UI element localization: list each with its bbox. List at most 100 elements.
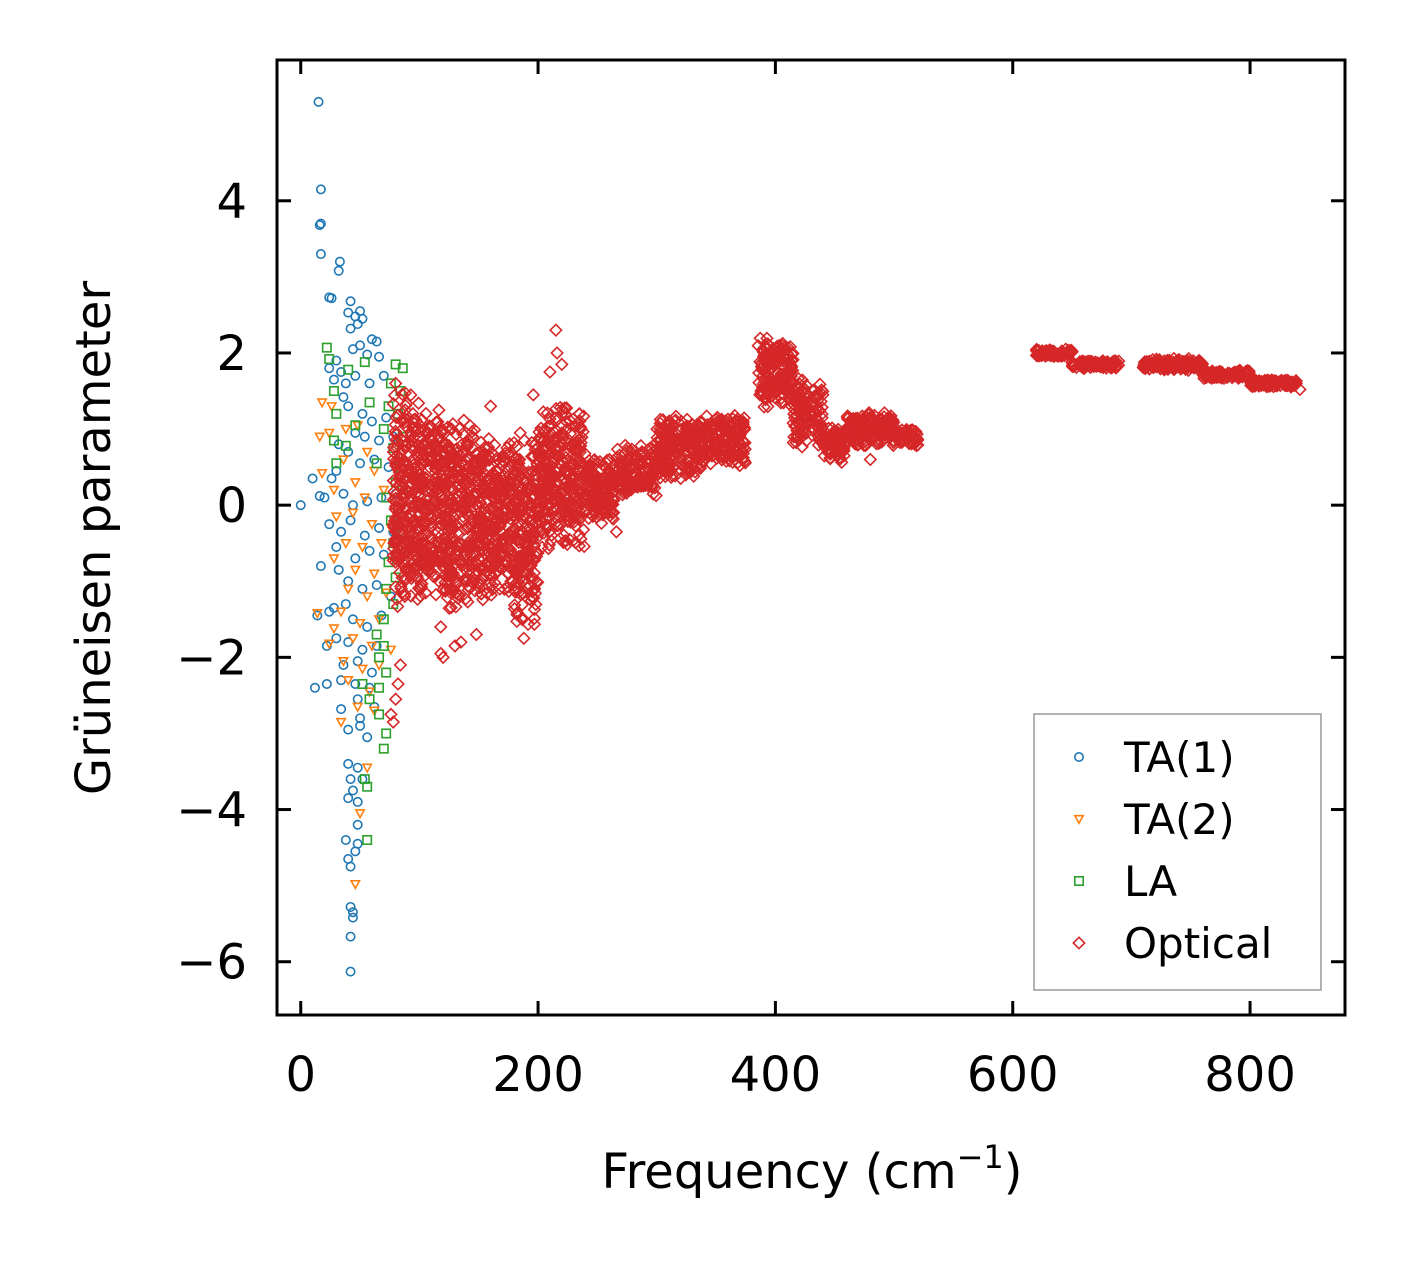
data-point-optical (496, 454, 511, 469)
data-point-ta-2- (349, 478, 361, 489)
data-point-optical (391, 677, 405, 691)
data-point-optical (432, 403, 446, 417)
data-point-la (364, 397, 375, 408)
data-point-optical (572, 539, 587, 553)
data-point-optical (436, 500, 451, 515)
data-point-optical (680, 453, 694, 468)
data-point-optical (1228, 365, 1243, 380)
data-point-optical (508, 563, 523, 578)
data-point-optical (1245, 379, 1260, 394)
data-point-optical (517, 631, 531, 646)
data-point-optical (488, 483, 503, 498)
data-point-optical (423, 507, 437, 522)
data-point-optical (401, 465, 416, 480)
data-point-optical (425, 484, 439, 499)
data-point-optical (387, 536, 401, 550)
data-point-optical (395, 387, 410, 402)
data-point-optical (601, 497, 615, 511)
data-point-la (374, 709, 385, 720)
data-point-optical (736, 435, 751, 450)
data-point-optical (582, 498, 597, 513)
x-tick-label: 200 (492, 1047, 584, 1103)
data-point-optical (736, 416, 750, 430)
data-point-optical (452, 588, 467, 603)
data-point-optical (389, 592, 404, 607)
data-point-optical (666, 443, 680, 457)
data-point-optical (535, 473, 550, 488)
data-point-optical (515, 482, 529, 497)
data-point-optical (393, 579, 408, 594)
data-point-optical (634, 475, 648, 490)
data-point-optical (557, 528, 571, 543)
data-point-optical (388, 692, 403, 707)
data-point-optical (774, 353, 788, 368)
data-point-optical (403, 388, 418, 402)
data-point-optical (770, 354, 784, 368)
data-point-optical (515, 548, 530, 563)
data-point-ta-1- (343, 793, 354, 804)
data-point-ta-1- (338, 392, 349, 403)
data-point-optical (1035, 344, 1050, 358)
data-point-optical (653, 470, 667, 485)
data-point-ta-1- (374, 351, 385, 362)
data-point-ta-1- (378, 370, 389, 381)
data-point-optical (670, 428, 685, 442)
data-point-optical (892, 427, 907, 442)
data-point-optical (597, 490, 612, 505)
data-point-ta-1- (345, 901, 356, 912)
data-point-optical (753, 331, 768, 346)
data-point-optical (1149, 359, 1164, 374)
data-point-ta-2- (359, 493, 371, 504)
data-point-optical (433, 646, 448, 661)
data-point-optical (792, 406, 807, 421)
data-point-optical (424, 449, 438, 464)
data-point-ta-2- (323, 639, 335, 650)
data-point-optical (414, 579, 428, 594)
data-point-optical (437, 479, 452, 493)
y-tick-label: 4 (216, 174, 247, 230)
data-point-optical (543, 489, 558, 504)
data-point-optical (410, 592, 425, 607)
data-point-optical (413, 582, 428, 596)
data-point-ta-1- (307, 473, 318, 484)
data-point-optical (513, 426, 528, 440)
data-point-optical (433, 620, 448, 634)
data-point-optical (448, 639, 462, 653)
data-point-ta-1- (315, 218, 326, 229)
data-point-optical (658, 431, 673, 446)
data-point-ta-1- (362, 621, 373, 632)
axis-ticks: 0 200 400 600 800 −6 −4 −2 0 2 4 (176, 60, 1345, 1103)
data-point-optical (404, 589, 418, 603)
data-point-optical (509, 533, 524, 548)
data-point-optical (751, 338, 766, 353)
data-point-ta-2- (337, 656, 350, 668)
data-point-optical (873, 412, 887, 427)
data-point-ta-1- (312, 610, 323, 621)
data-point-optical (562, 532, 577, 547)
data-point-optical (458, 496, 472, 510)
data-point-optical (579, 496, 594, 511)
data-point-optical (474, 586, 489, 601)
data-point-optical (399, 572, 414, 587)
y-axis-title: Grüneisen parameter (66, 281, 122, 796)
data-point-optical (1149, 352, 1164, 367)
data-point-optical (1153, 361, 1168, 376)
data-point-optical (682, 423, 696, 437)
data-point-optical (791, 371, 806, 386)
data-point-optical (424, 452, 439, 466)
data-point-ta-2- (340, 424, 352, 435)
data-point-optical (471, 576, 485, 591)
data-point-optical (488, 543, 503, 557)
data-point-optical (413, 447, 427, 462)
data-point-ta-1- (333, 564, 344, 575)
data-point-ta-2- (335, 717, 347, 728)
data-point-optical (463, 451, 478, 465)
data-point-optical (466, 513, 480, 528)
data-point-optical (790, 378, 804, 393)
data-point-optical (549, 411, 563, 425)
data-point-optical (393, 473, 407, 488)
data-point-optical (686, 428, 700, 443)
data-point-ta-1- (295, 500, 306, 511)
data-point-ta-1- (350, 370, 361, 381)
